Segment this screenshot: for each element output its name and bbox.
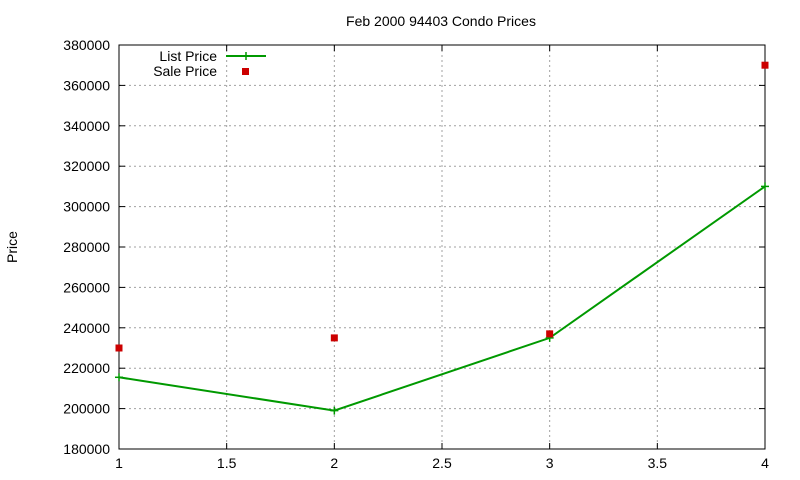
series: [115, 61, 769, 415]
legend-marker-list-price: [242, 52, 250, 60]
series-line-list-price: [118, 185, 766, 412]
y-tick-label: 260000: [63, 279, 110, 295]
x-tick-label: 4: [761, 455, 769, 471]
y-axis-label: Price: [4, 231, 20, 263]
y-tick-label: 360000: [63, 77, 110, 93]
data-point-sale-price: [330, 334, 338, 342]
legend: List Price Sale Price: [153, 48, 266, 79]
y-tick-label: 340000: [63, 118, 110, 134]
chart-title: Feb 2000 94403 Condo Prices: [346, 13, 536, 29]
series-sale-price: [115, 61, 769, 352]
y-tick-label: 220000: [63, 360, 110, 376]
series-list-price: [115, 182, 769, 415]
x-tick-label: 2: [330, 455, 338, 471]
y-tick-label: 320000: [63, 158, 110, 174]
x-tick-label: 1.5: [217, 455, 237, 471]
x-tick-label: 3.5: [648, 455, 668, 471]
legend-marker-sale-price: [242, 68, 249, 75]
legend-label-sale-price: Sale Price: [153, 63, 217, 79]
x-tick-label: 3: [546, 455, 554, 471]
x-tick-label: 2.5: [432, 455, 452, 471]
data-point-sale-price: [115, 344, 123, 352]
y-tick-label: 240000: [63, 320, 110, 336]
grid: [119, 45, 765, 449]
axis-ticks: 1 1.5 2 2.5 3 3.5 4 180000 200000 220000 240000 260…: [63, 37, 769, 471]
y-tick-label: 200000: [63, 401, 110, 417]
y-tick-label: 300000: [63, 199, 110, 215]
data-point-sale-price: [761, 61, 769, 69]
data-point-sale-price: [546, 330, 554, 338]
y-tick-label: 180000: [63, 441, 110, 457]
x-tick-label: 1: [115, 455, 123, 471]
y-tick-label: 280000: [63, 239, 110, 255]
legend-label-list-price: List Price: [159, 48, 217, 64]
y-tick-label: 380000: [63, 37, 110, 53]
